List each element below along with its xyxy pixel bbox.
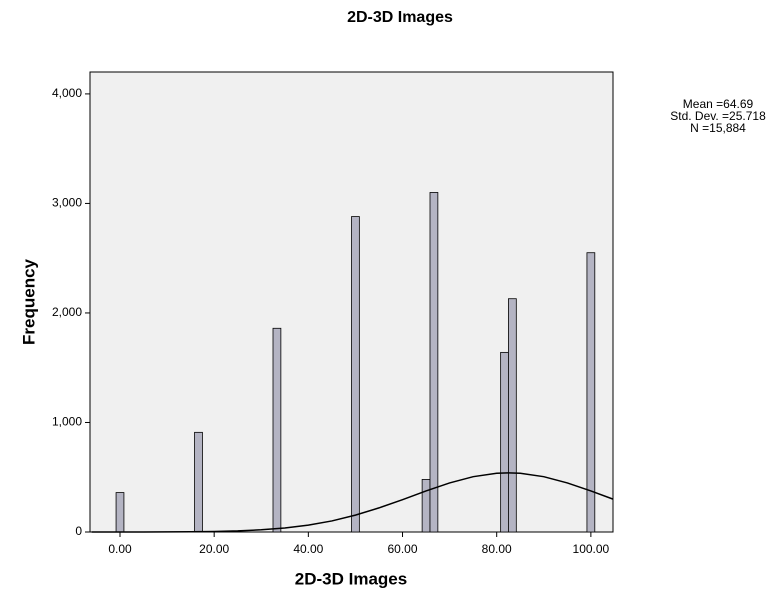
x-tick-label: 80.00: [482, 542, 512, 556]
bar: [508, 298, 517, 533]
bar: [500, 351, 509, 533]
y-tick-label: 1,000: [52, 415, 82, 429]
y-tick-label: 0: [75, 524, 82, 538]
bar: [586, 252, 596, 533]
y-tick-label: 2,000: [52, 305, 82, 319]
bar: [421, 479, 431, 533]
y-tick-label: 3,000: [52, 196, 82, 210]
fit-curve: [91, 472, 614, 533]
stats-text: N =15,884: [690, 121, 746, 135]
x-axis-title: 2D-3D Images: [295, 569, 407, 588]
bar: [272, 327, 282, 533]
chart-title: 2D-3D Images: [347, 9, 453, 26]
bar: [194, 431, 203, 533]
y-axis-title: Frequency: [19, 258, 38, 345]
bar: [429, 192, 439, 533]
bar: [115, 492, 125, 533]
bar: [351, 216, 360, 533]
x-tick-label: 100.00: [573, 542, 610, 556]
stats-text: Std. Dev. =25.718: [670, 109, 766, 123]
y-tick-label: 4,000: [52, 86, 82, 100]
stats-text: Mean =64.69: [683, 97, 754, 111]
x-tick-label: 40.00: [293, 542, 323, 556]
x-tick-label: 60.00: [388, 542, 418, 556]
x-tick-label: 0.00: [108, 542, 132, 556]
x-tick-label: 20.00: [199, 542, 229, 556]
